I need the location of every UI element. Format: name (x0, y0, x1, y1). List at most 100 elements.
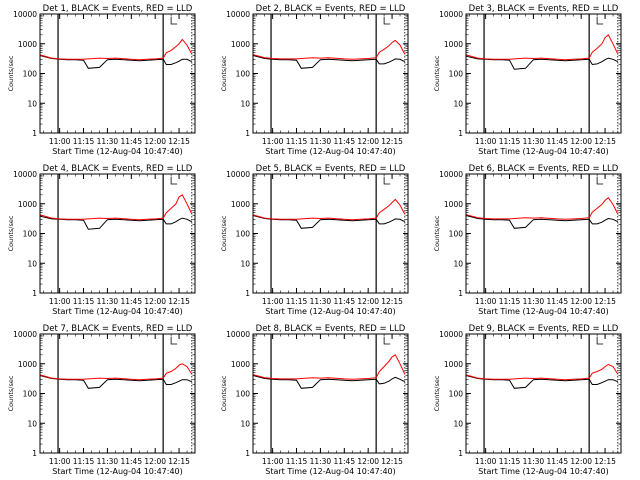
x-tick-label: 12:00 (357, 457, 379, 466)
y-tick-label: 1 (32, 129, 37, 138)
series-events-line (40, 55, 193, 69)
series-lld-line (40, 194, 193, 221)
y-tick-label: 1000 (18, 40, 37, 49)
y-axis-label: Counts/sec (433, 215, 441, 251)
plot-frame (465, 173, 622, 294)
x-tick-label: 11:45 (546, 297, 568, 306)
y-axis-label: Counts/sec (7, 375, 15, 411)
x-tick-label: 11:15 (499, 457, 521, 466)
flag-bracket (170, 337, 178, 345)
x-axis-label: Start Time (12-Aug-04 10:47:40) (52, 147, 183, 156)
y-tick-label: 1 (245, 449, 250, 458)
panel-title: Det 5, BLACK = Events, RED = LLD (256, 164, 406, 174)
plot-frame (39, 13, 196, 134)
x-tick-label: 12:00 (144, 297, 166, 306)
panel-det-4: Det 4, BLACK = Events, RED = LLD 1 10 100 10… (7, 164, 196, 316)
y-tick-label: 1000 (231, 40, 250, 49)
y-axis-label: Counts/sec (7, 55, 15, 91)
x-tick-label: 11:15 (499, 297, 521, 306)
y-tick-label: 100 (23, 390, 38, 399)
x-tick-label: 12:00 (570, 137, 592, 146)
panel-title: Det 2, BLACK = Events, RED = LLD (256, 4, 406, 14)
x-tick-label: 11:00 (49, 137, 71, 146)
panel-det-1: Det 1, BLACK = Events, RED = LLD 1 10 100 10… (7, 4, 196, 156)
series-events-line (40, 375, 192, 389)
y-tick-label: 10 (27, 419, 37, 428)
x-tick-label: 11:00 (49, 457, 71, 466)
y-tick-label: 10 (453, 419, 463, 428)
y-tick-label: 10000 (439, 170, 463, 179)
x-tick-label: 11:30 (523, 297, 545, 306)
y-tick-label: 10000 (13, 330, 37, 339)
y-axis-label: Counts/sec (220, 55, 228, 91)
series-events-line (466, 375, 618, 389)
x-tick-label: 11:45 (333, 297, 355, 306)
x-tick-label: 11:00 (475, 297, 497, 306)
y-axis-label: Counts/sec (220, 375, 228, 411)
series-lld-line (253, 198, 406, 221)
x-axis-label: Start Time (12-Aug-04 10:47:40) (265, 307, 396, 316)
x-axis-label: Start Time (12-Aug-04 10:47:40) (478, 467, 609, 476)
y-tick-label: 100 (236, 390, 251, 399)
x-tick-label: 11:15 (73, 137, 95, 146)
y-tick-label: 10 (27, 99, 37, 108)
x-tick-label: 11:15 (499, 137, 521, 146)
x-axis-label: Start Time (12-Aug-04 10:47:40) (478, 147, 609, 156)
x-tick-label: 11:30 (523, 457, 545, 466)
x-tick-label: 11:00 (475, 137, 497, 146)
plot-frame (252, 173, 409, 294)
y-tick-label: 10000 (226, 170, 250, 179)
flag-bracket (383, 17, 391, 25)
x-tick-label: 11:30 (97, 457, 119, 466)
x-axis-label: Start Time (12-Aug-04 10:47:40) (52, 467, 183, 476)
x-tick-label: 11:15 (286, 297, 308, 306)
x-tick-label: 11:45 (120, 457, 142, 466)
panel-det-7: Det 7, BLACK = Events, RED = LLD 1 10 100 10… (7, 324, 196, 476)
y-axis-label: Counts/sec (7, 215, 15, 251)
x-tick-label: 12:15 (168, 297, 190, 306)
plot-frame (252, 333, 409, 454)
y-tick-label: 1 (32, 289, 37, 298)
series-lld-line (466, 196, 619, 220)
x-tick-label: 12:15 (381, 457, 403, 466)
flag-bracket (170, 17, 178, 25)
x-axis-label: Start Time (12-Aug-04 10:47:40) (478, 307, 609, 316)
plot-frame (39, 173, 196, 294)
flag-bracket (596, 17, 604, 25)
x-tick-label: 11:45 (546, 137, 568, 146)
panel-title: Det 8, BLACK = Events, RED = LLD (256, 324, 406, 334)
y-tick-label: 100 (236, 230, 251, 239)
y-tick-label: 100 (449, 230, 464, 239)
flag-bracket (596, 337, 604, 345)
x-tick-label: 11:15 (286, 457, 308, 466)
x-tick-label: 12:15 (168, 137, 190, 146)
plot-frame (252, 13, 409, 134)
panel-title: Det 6, BLACK = Events, RED = LLD (469, 164, 619, 174)
x-tick-label: 11:15 (286, 137, 308, 146)
y-tick-label: 1 (32, 449, 37, 458)
y-axis-label: Counts/sec (433, 375, 441, 411)
series-lld-line (253, 39, 406, 60)
y-tick-label: 10000 (226, 330, 250, 339)
x-tick-label: 11:45 (333, 457, 355, 466)
x-axis-label: Start Time (12-Aug-04 10:47:40) (52, 307, 183, 316)
flag-bracket (170, 177, 178, 185)
x-tick-label: 12:15 (594, 297, 616, 306)
panel-title: Det 1, BLACK = Events, RED = LLD (43, 4, 193, 14)
x-tick-label: 11:30 (310, 137, 332, 146)
x-tick-label: 12:15 (594, 137, 616, 146)
y-tick-label: 1000 (444, 200, 463, 209)
y-tick-label: 1 (245, 289, 250, 298)
x-tick-label: 11:15 (73, 297, 95, 306)
y-tick-label: 1 (458, 289, 463, 298)
y-axis-label: Counts/sec (220, 215, 228, 251)
y-tick-label: 100 (23, 230, 38, 239)
series-lld-line (40, 363, 193, 381)
panel-title: Det 4, BLACK = Events, RED = LLD (43, 164, 193, 174)
y-tick-label: 10 (240, 419, 250, 428)
y-tick-label: 1000 (444, 40, 463, 49)
x-tick-label: 11:15 (73, 457, 95, 466)
x-tick-label: 11:00 (475, 457, 497, 466)
x-tick-label: 11:30 (97, 297, 119, 306)
x-tick-label: 12:15 (381, 137, 403, 146)
